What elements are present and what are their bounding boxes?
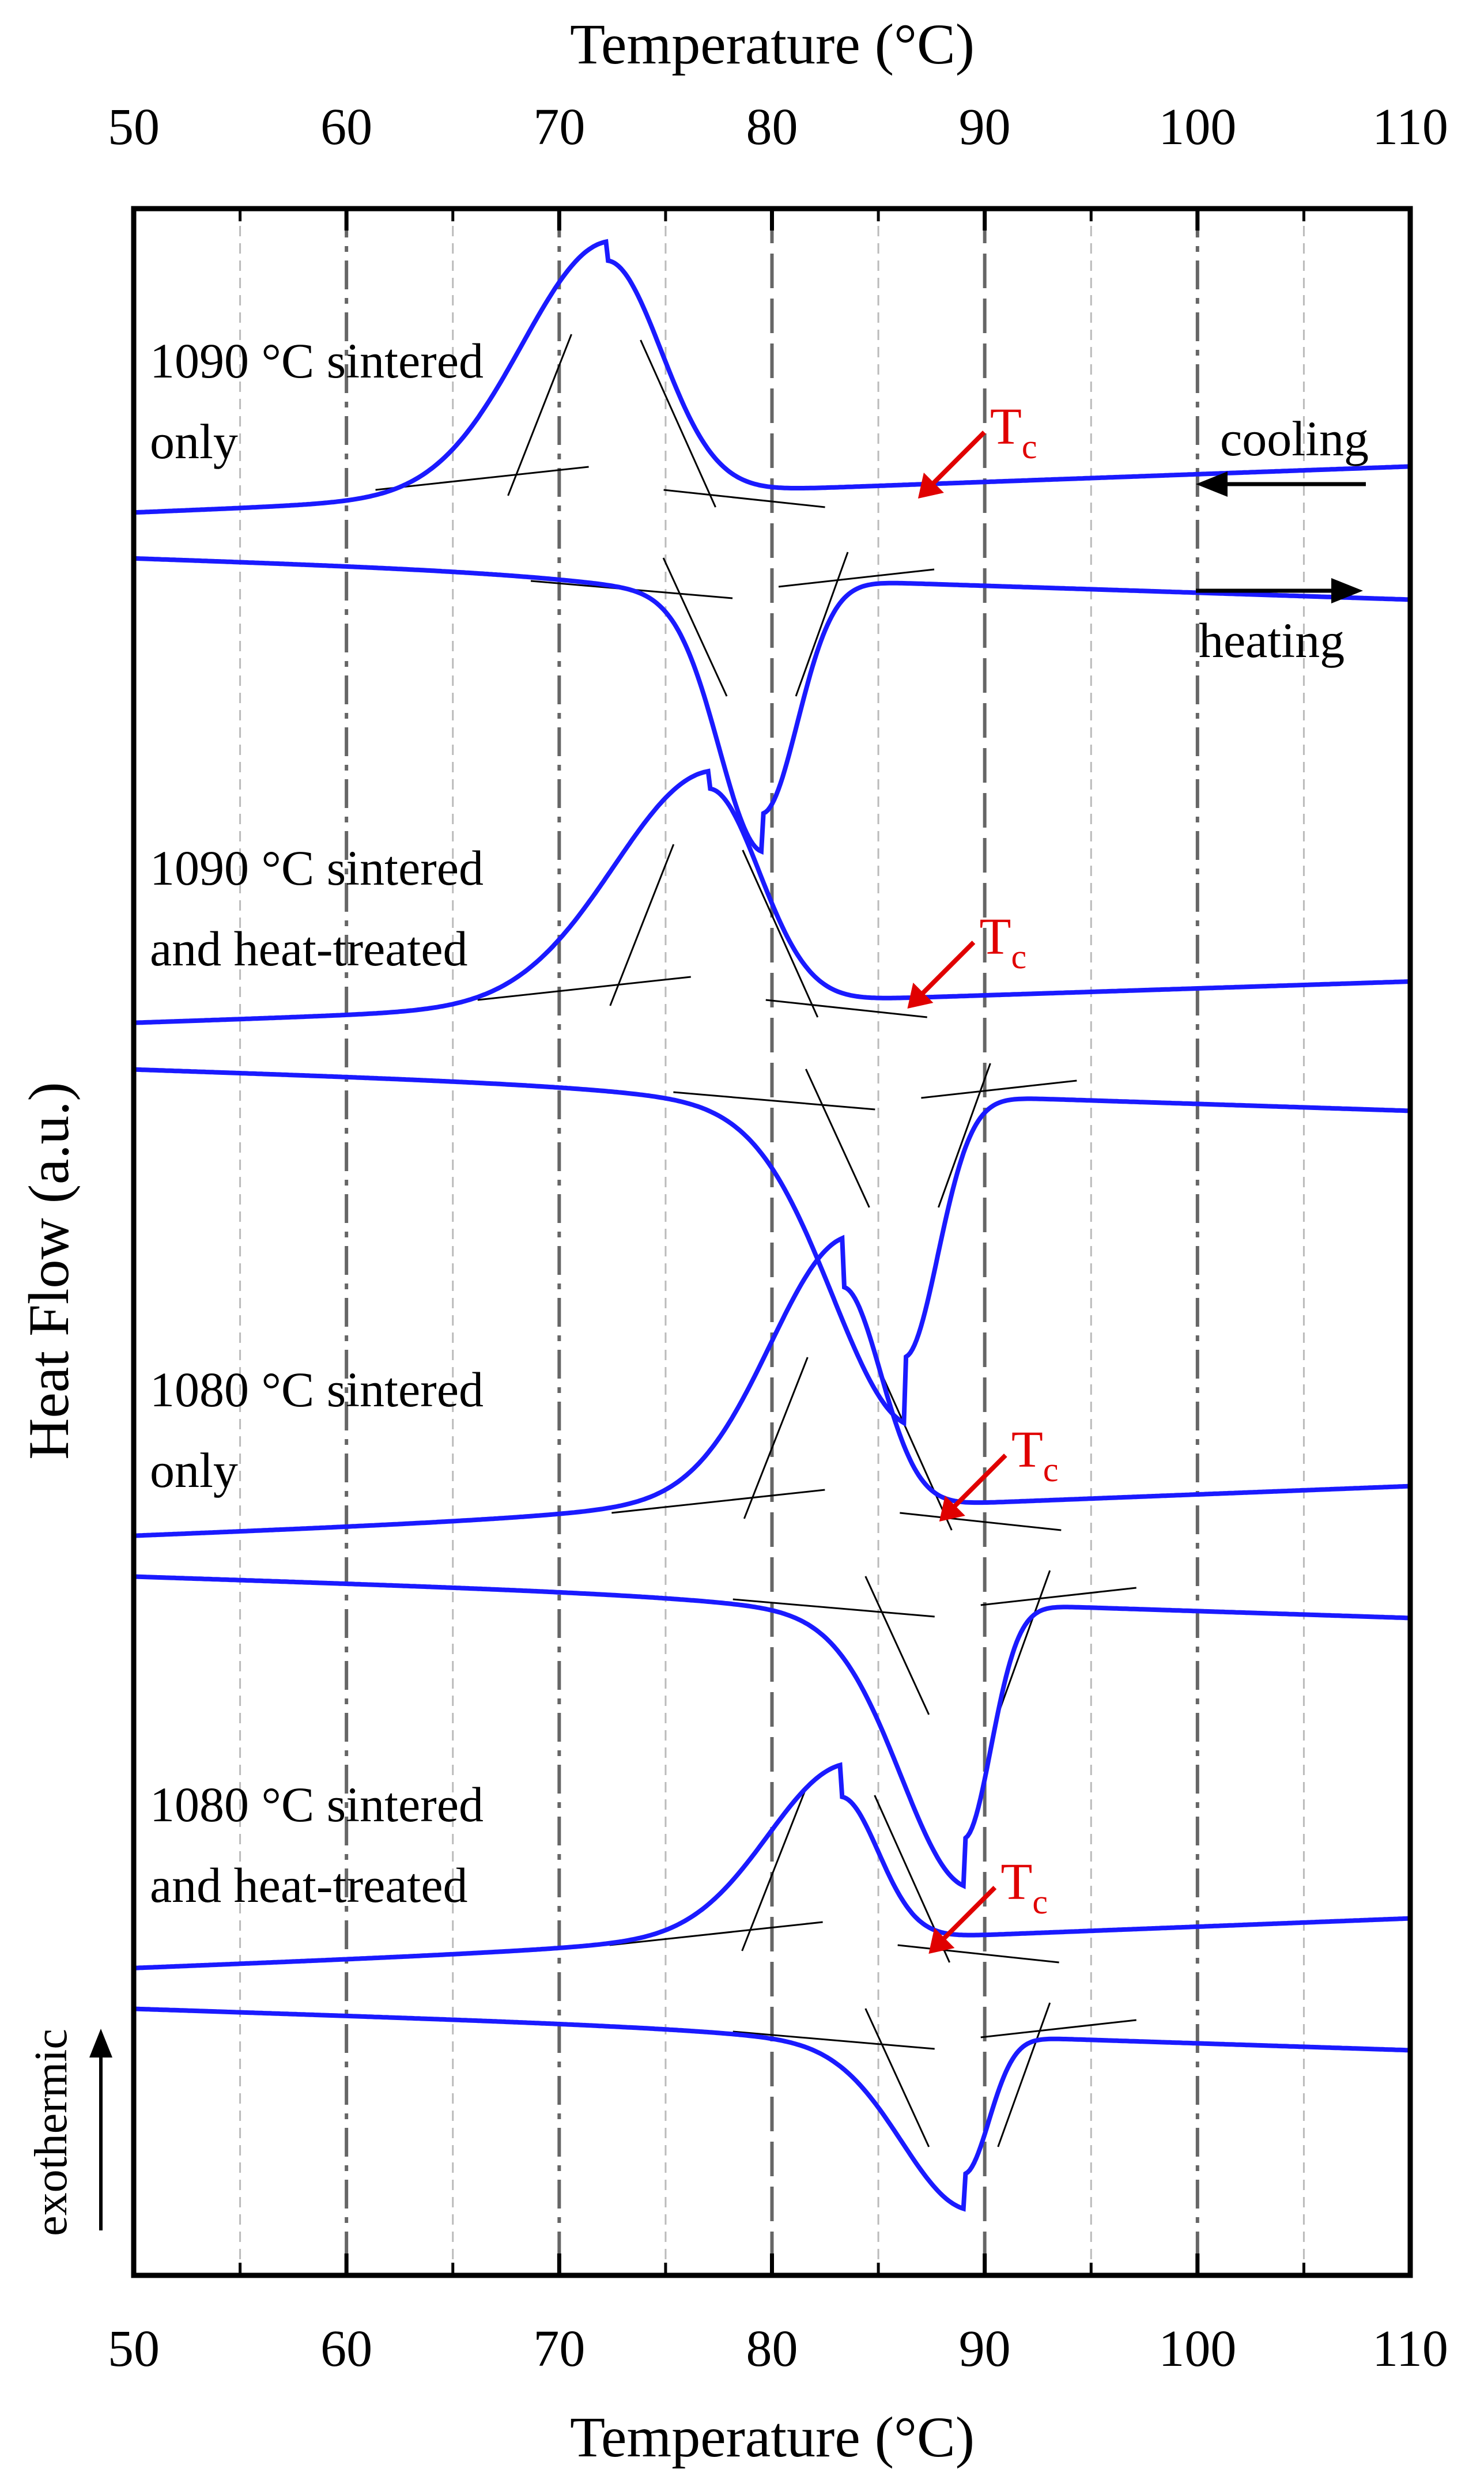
cooling-curve: [133, 239, 1411, 515]
sample-labels: 1090 °C sintered only 1090 °C sintered and …: [150, 333, 484, 1913]
tc-label: Tc: [979, 908, 1026, 976]
tangent-line: [875, 1362, 953, 1531]
tangent-line: [897, 1944, 1059, 1964]
tangent-line: [937, 1063, 991, 1208]
x-tick-label-bottom: 110: [1372, 2320, 1448, 2377]
sample-label-line2: and heat-treated: [150, 1858, 467, 1913]
tangent-line: [742, 850, 819, 1018]
tangent-line: [609, 844, 675, 1006]
tc-label: Tc: [1000, 1853, 1048, 1921]
tangent-line: [609, 1921, 823, 1946]
cooling-curve: [133, 1235, 1411, 1538]
tc-label: Tc: [1011, 1421, 1059, 1489]
heating-arrowhead: [1331, 578, 1363, 603]
tangent-line: [663, 489, 825, 508]
sample-label-line1: 1080 °C sintered: [150, 1362, 484, 1417]
tc-arrow: [925, 431, 986, 492]
sample-label-line1: 1090 °C sintered: [150, 333, 484, 388]
tangent-line: [900, 1512, 1062, 1531]
x-tick-label-top: 110: [1372, 99, 1448, 156]
tangent-line: [980, 1587, 1136, 1606]
tc-label-subscript: c: [1043, 1451, 1059, 1489]
x-tick-label-bottom: 70: [533, 2320, 585, 2377]
tangent-line: [732, 2030, 935, 2050]
sample-label-line1: 1080 °C sintered: [150, 1777, 484, 1832]
tangent-line: [741, 1789, 807, 1951]
tangent-line: [921, 1079, 1077, 1099]
curves: [133, 239, 1411, 2212]
cooling-curve: [133, 1762, 1411, 1970]
tangent-line: [765, 999, 927, 1018]
cooling-arrowhead: [1196, 471, 1228, 497]
tc-label-subscript: c: [1011, 938, 1026, 976]
axis-ticks: 50 50 60 60 70 70 80 80 90 90 100 100 110 110: [108, 99, 1448, 2377]
tangent-line: [864, 1576, 930, 1715]
tangent-line: [778, 568, 935, 588]
x-tick-label-bottom: 100: [1158, 2320, 1236, 2377]
tangent-line: [477, 976, 691, 1001]
tc-arrow: [946, 1454, 1007, 1515]
tangent-line: [980, 2019, 1136, 2038]
tangent-line: [732, 1598, 935, 1618]
x-tick-label-top: 90: [959, 99, 1011, 156]
tc-arrowhead: [939, 1496, 965, 1522]
x-axis-title-top: Temperature (°C): [570, 12, 975, 76]
tangent-line: [611, 1489, 825, 1514]
tangent-lines: [375, 334, 1136, 2147]
tc-arrowhead: [917, 473, 944, 499]
heating-curve: [133, 2006, 1411, 2212]
sample-label-line2: only: [150, 1443, 238, 1498]
heating-curve: [133, 1067, 1411, 1427]
sample-label-line2: only: [150, 414, 238, 469]
x-tick-label-bottom: 90: [959, 2320, 1011, 2377]
sample-label-line2: and heat-treated: [150, 921, 467, 976]
tangent-line: [805, 1069, 870, 1208]
tc-arrowhead: [928, 1928, 955, 1954]
x-tick-label-top: 70: [533, 99, 585, 156]
tc-arrow: [935, 1886, 997, 1947]
tangent-line: [795, 552, 849, 697]
x-tick-label-bottom: 80: [746, 2320, 798, 2377]
tc-arrowhead: [907, 983, 934, 1009]
tc-arrow: [914, 941, 976, 1002]
x-tick-label-top: 100: [1158, 99, 1236, 156]
heating-label: heating: [1199, 613, 1345, 668]
tangent-line: [997, 2002, 1051, 2147]
x-tick-label-top: 60: [320, 99, 372, 156]
grid-lines: [239, 209, 1305, 2275]
exothermic-label: exothermic: [26, 2029, 77, 2236]
y-axis-title: Heat Flow (a.u.): [17, 1082, 81, 1459]
exothermic-arrowhead: [89, 2029, 112, 2058]
tangent-line: [640, 339, 716, 508]
tangent-line: [743, 1357, 809, 1519]
x-tick-label-top: 80: [746, 99, 798, 156]
tc-label: Tc: [990, 398, 1037, 466]
tangent-line: [662, 557, 728, 697]
sample-label-line1: 1090 °C sintered: [150, 840, 484, 896]
tangent-line: [375, 466, 589, 491]
tangent-line: [673, 1091, 875, 1111]
x-tick-label-bottom: 50: [108, 2320, 160, 2377]
cooling-label: cooling: [1220, 411, 1369, 466]
tangent-line: [507, 334, 572, 496]
tc-label-subscript: c: [1032, 1883, 1048, 1921]
x-tick-label-bottom: 60: [320, 2320, 372, 2377]
tangent-line: [997, 1570, 1051, 1715]
tangent-line: [864, 2008, 930, 2147]
heating-curve: [133, 1574, 1411, 1889]
x-tick-label-top: 50: [108, 99, 160, 156]
cooling-curve: [133, 768, 1411, 1025]
tc-label-subscript: c: [1022, 428, 1037, 466]
x-axis-title-bottom: Temperature (°C): [570, 2405, 975, 2469]
